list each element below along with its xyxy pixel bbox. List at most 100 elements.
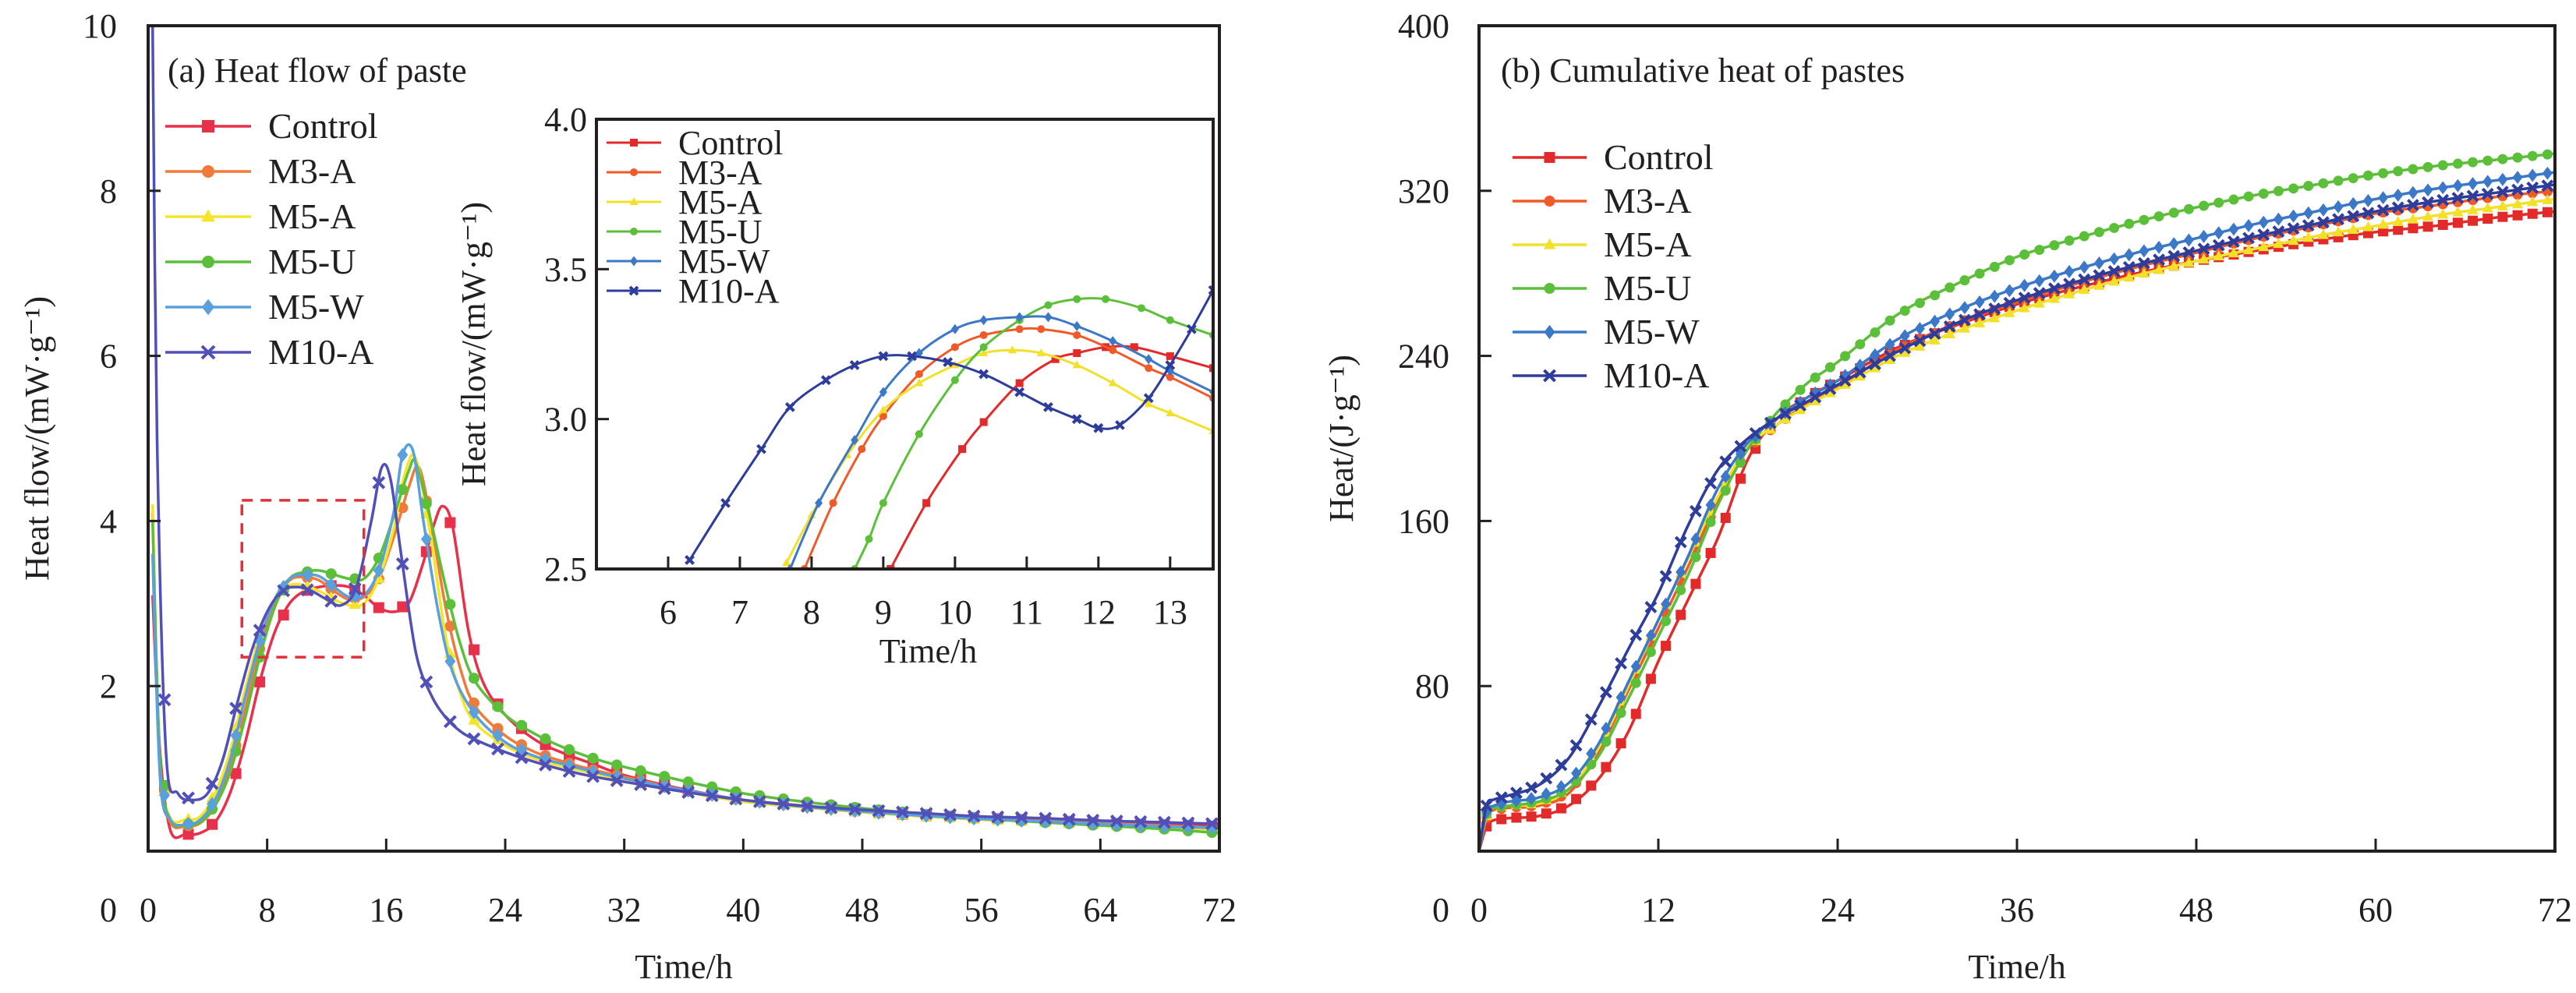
data-point: [685, 555, 695, 565]
data-point: [1645, 673, 1656, 684]
data-point: [562, 765, 576, 778]
zoom-highlight-box: [240, 499, 366, 659]
data-point: [2303, 206, 2314, 220]
data-point: [950, 376, 959, 384]
data-point: [1839, 378, 1851, 389]
data-point: [1143, 393, 1154, 404]
x-tick-label: 72: [1202, 891, 1237, 929]
data-point: [2243, 191, 2254, 202]
data-point: [2542, 207, 2553, 217]
data-point: [1661, 616, 1672, 627]
data-point: [2452, 158, 2463, 169]
data-point: [2168, 207, 2179, 218]
legend-marker: [1544, 324, 1555, 340]
data-point: [1555, 758, 1568, 772]
legend-item-m5-a: M5-A: [607, 183, 763, 221]
data-point: [2333, 175, 2344, 186]
data-point: [1943, 320, 1956, 333]
data-point: [979, 348, 989, 357]
data-point: [2064, 235, 2075, 246]
data-point: [1944, 307, 1955, 321]
data-point: [2437, 208, 2449, 219]
data-point: [397, 484, 409, 496]
data-point: [2362, 170, 2373, 181]
data-point: [2273, 238, 2284, 249]
data-point: [2332, 226, 2344, 237]
data-point: [2018, 292, 2031, 305]
data-point: [254, 676, 266, 687]
data-point: [1480, 799, 1493, 812]
x-tick-label: 11: [1010, 593, 1043, 631]
data-point: [1601, 737, 1612, 747]
data-point: [782, 558, 791, 567]
data-point: [1809, 390, 1822, 404]
data-point: [1959, 301, 1970, 315]
data-point: [1630, 677, 1641, 688]
data-point: [958, 445, 967, 454]
data-point: [2063, 288, 2075, 299]
legend-marker: [202, 120, 214, 133]
legend-label: M5-A: [268, 196, 356, 236]
legend-item-m3-a: M3-A: [1513, 181, 1691, 221]
data-point: [2153, 240, 2164, 254]
legend-marker: [202, 256, 214, 268]
data-point: [2227, 247, 2240, 258]
data-point: [2139, 244, 2150, 258]
data-point: [1130, 343, 1138, 352]
data-point: [1899, 306, 1910, 316]
legend-label: M3-A: [1604, 181, 1691, 221]
data-point: [229, 701, 243, 716]
data-point: [205, 776, 219, 790]
data-point: [896, 805, 909, 819]
data-point: [2391, 201, 2404, 214]
data-point: [610, 774, 624, 787]
data-point: [2452, 206, 2464, 217]
data-point: [2033, 297, 2045, 308]
data-point: [1134, 818, 1146, 833]
legend-label: M5-U: [678, 213, 763, 251]
data-point: [1675, 565, 1686, 579]
panel-b-ticks: 0 12 24 36 48 60 72 0 80 160 240 320 400: [1398, 7, 2572, 929]
data-point: [1014, 387, 1025, 398]
panel-a-plot-frame: [147, 24, 1221, 853]
data-point: [1675, 610, 1686, 620]
data-point: [2258, 215, 2269, 229]
data-point: [1959, 275, 1970, 286]
data-point: [1764, 416, 1777, 429]
legend-item-control: Control: [607, 124, 783, 162]
data-point: [157, 693, 172, 707]
data-point: [2541, 179, 2554, 193]
data-point: [1571, 793, 1582, 804]
data-point: [979, 418, 988, 426]
panel-b-cumulative-heat: 0 12 24 36 48 60 72 0 80 160 240 320 400 (b) Cumulat…: [1322, 7, 2572, 986]
data-point: [2512, 171, 2523, 185]
data-point: [2228, 222, 2239, 236]
data-point: [1719, 455, 1732, 468]
panel-a-title: (a) Heat flow of paste: [168, 51, 467, 90]
data-point: [849, 360, 860, 370]
data-point: [2437, 160, 2448, 171]
x-tick-label: 32: [607, 891, 642, 929]
data-point: [2496, 186, 2509, 199]
data-point: [1645, 647, 1656, 658]
legend-item-control: Control: [1513, 137, 1714, 177]
legend-label: M3-A: [268, 151, 356, 191]
data-point: [1615, 657, 1627, 670]
data-point: [2482, 214, 2493, 224]
data-point: [1586, 747, 1597, 761]
series-m5-a: [782, 345, 1213, 567]
data-point: [967, 809, 981, 823]
legend-marker: [628, 285, 639, 296]
data-point: [1073, 295, 1081, 303]
data-point: [2183, 256, 2195, 267]
legend-label: M5-A: [678, 183, 763, 221]
data-point: [886, 565, 895, 569]
legend-marker: [202, 165, 214, 178]
data-point: [2064, 264, 2075, 278]
data-point: [705, 789, 719, 803]
data-point: [611, 759, 623, 771]
legend-marker: [202, 299, 214, 316]
data-point: [2198, 253, 2210, 264]
data-point: [1086, 814, 1100, 827]
data-point: [397, 447, 409, 462]
